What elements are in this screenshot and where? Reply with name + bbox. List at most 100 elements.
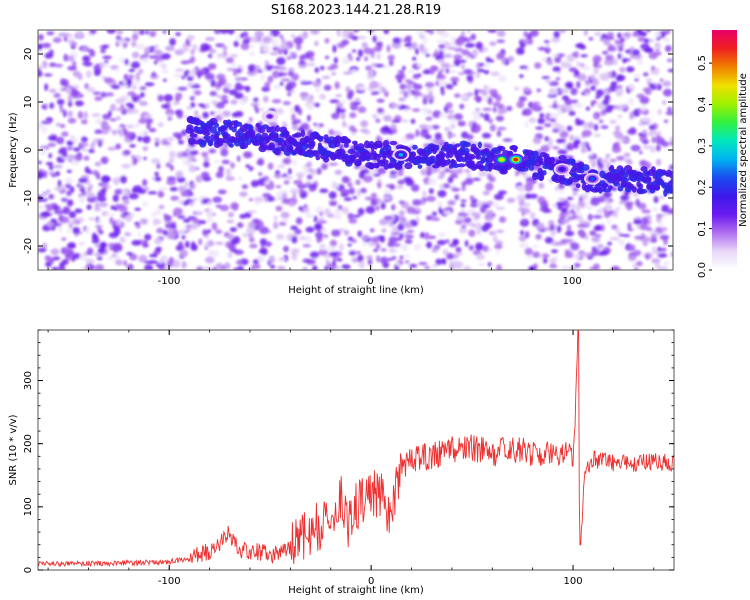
- noise-blob: [247, 64, 257, 72]
- noise-blob: [96, 191, 107, 197]
- noise-blob: [331, 229, 341, 237]
- noise-blob: [376, 53, 381, 60]
- noise-blob: [487, 97, 493, 105]
- noise-blob: [258, 108, 265, 112]
- noise-blob: [431, 247, 439, 253]
- noise-blob: [552, 128, 560, 133]
- noise-blob: [123, 260, 128, 267]
- noise-blob: [224, 83, 232, 89]
- noise-blob: [242, 39, 251, 44]
- noise-blob: [278, 66, 287, 71]
- noise-blob: [583, 30, 588, 37]
- noise-blob: [592, 63, 599, 68]
- noise-blob: [268, 33, 273, 37]
- noise-blob: [317, 220, 328, 224]
- noise-blob: [466, 134, 474, 140]
- snr-panel: -100 0 100 0 100 200 300 Height of straight li…: [8, 329, 675, 596]
- noise-blob: [289, 188, 300, 194]
- noise-blob: [131, 51, 140, 59]
- noise-blob: [151, 212, 157, 218]
- noise-blob: [377, 178, 382, 183]
- noise-blob: [115, 35, 121, 41]
- noise-blob: [428, 235, 436, 239]
- noise-blob: [127, 91, 136, 97]
- noise-blob: [532, 244, 539, 248]
- ridge-blob: [389, 140, 398, 146]
- noise-blob: [529, 211, 536, 220]
- noise-blob: [305, 235, 312, 243]
- noise-blob: [184, 181, 189, 189]
- noise-blob: [115, 126, 124, 131]
- noise-blob: [633, 73, 642, 78]
- noise-blob: [52, 37, 62, 43]
- noise-blob: [175, 170, 184, 179]
- noise-blob: [283, 245, 289, 253]
- noise-blob: [260, 74, 266, 81]
- noise-blob: [165, 45, 175, 52]
- noise-blob: [191, 218, 200, 224]
- ridge-blob: [189, 133, 198, 138]
- noise-blob: [264, 81, 271, 89]
- hot-spot: [398, 153, 404, 157]
- colorbar-gradient: [712, 30, 737, 270]
- noise-blob: [82, 55, 91, 62]
- snr-ticks: -100 0 100 0 100 200 300: [23, 329, 674, 587]
- noise-blob: [661, 247, 667, 252]
- x-tick-label: 0: [368, 576, 374, 587]
- noise-blob: [106, 30, 116, 34]
- colorbar-tick-label: 0.2: [697, 179, 708, 195]
- noise-blob: [329, 239, 338, 247]
- noise-blob: [106, 256, 116, 261]
- noise-blob: [112, 245, 119, 254]
- noise-blob: [420, 231, 425, 238]
- noise-blob: [128, 68, 135, 73]
- noise-blob: [178, 241, 184, 249]
- noise-blob: [587, 205, 593, 211]
- noise-blob: [190, 241, 196, 250]
- noise-blob: [436, 239, 447, 246]
- noise-blob: [340, 189, 350, 195]
- noise-blob: [70, 186, 75, 193]
- ridge-blob: [613, 182, 621, 187]
- noise-blob: [142, 156, 147, 161]
- noise-blob: [310, 30, 320, 35]
- noise-blob: [295, 217, 303, 225]
- noise-blob: [299, 54, 305, 61]
- x-tick-label: -100: [158, 276, 181, 287]
- noise-blob: [144, 52, 149, 59]
- noise-blob: [163, 214, 172, 222]
- noise-blob: [459, 59, 467, 63]
- noise-blob: [545, 43, 550, 48]
- noise-blob: [222, 110, 231, 117]
- noise-blob: [375, 36, 384, 40]
- noise-blob: [172, 207, 183, 216]
- noise-blob: [166, 266, 171, 270]
- noise-blob: [587, 146, 591, 152]
- ridge-blob: [581, 164, 590, 171]
- noise-blob: [275, 185, 282, 189]
- noise-blob: [478, 170, 488, 177]
- noise-blob: [574, 209, 582, 217]
- noise-blob: [43, 170, 48, 179]
- noise-blob: [283, 217, 289, 223]
- noise-blob: [259, 226, 269, 235]
- noise-blob: [302, 244, 312, 248]
- ridge-blob: [440, 152, 446, 159]
- ridge-blob: [310, 140, 316, 148]
- noise-blob: [55, 63, 63, 68]
- noise-blob: [38, 171, 44, 180]
- noise-blob: [481, 89, 488, 96]
- hot-spot: [499, 157, 505, 162]
- noise-blob: [487, 30, 498, 33]
- x-tick-label: 0: [367, 276, 373, 287]
- noise-blob: [526, 254, 534, 260]
- noise-blob: [599, 73, 610, 81]
- noise-blob: [553, 30, 560, 39]
- noise-blob: [51, 266, 59, 270]
- noise-blob: [165, 137, 175, 142]
- noise-blob: [182, 200, 188, 206]
- noise-blob: [663, 213, 670, 217]
- noise-blob: [333, 57, 338, 64]
- noise-blob: [332, 44, 337, 53]
- noise-blob: [141, 201, 149, 207]
